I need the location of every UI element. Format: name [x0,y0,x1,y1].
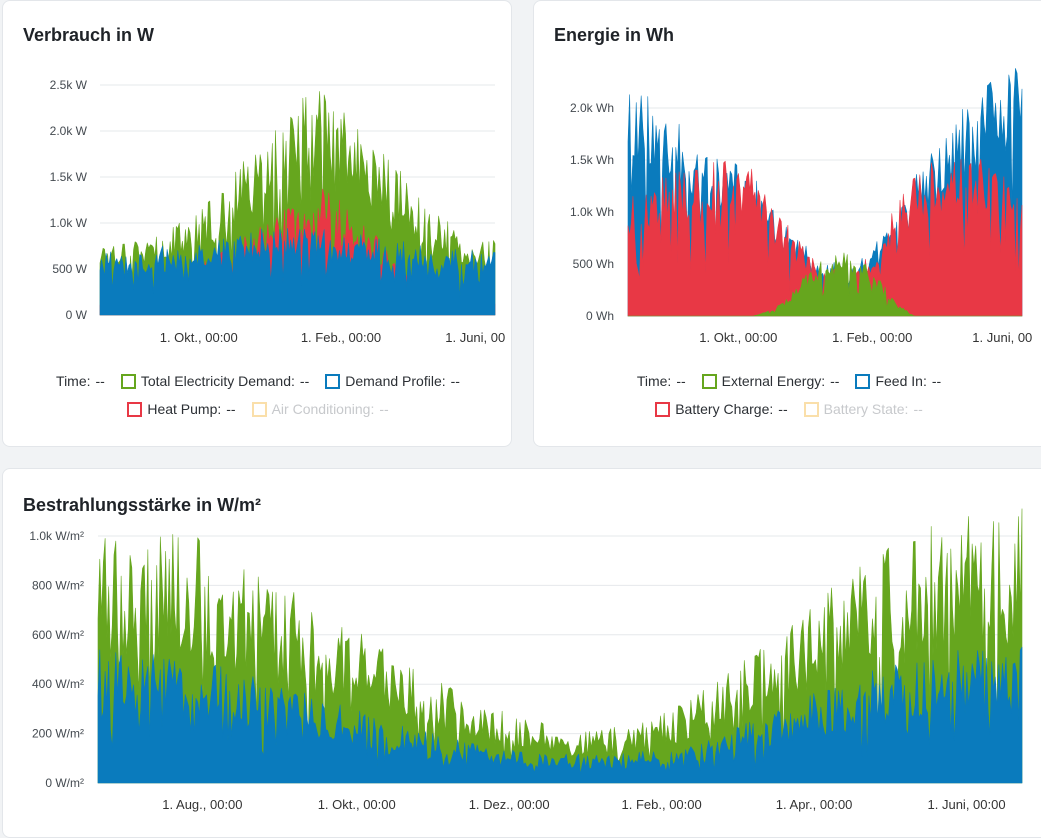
legend-value: -- [450,373,460,389]
legend-swatch-icon [655,401,671,417]
x-tick-label: 1. Feb., 00:00 [622,797,702,812]
irradiance-chart[interactable]: 0 W/m² 200 W/m² 400 W/m² 600 W/m² 800 W/m² 1.… [3,469,1041,826]
legend-item-battery-state[interactable]: Battery State: -- [803,401,923,417]
legend-label: Total Electricity Demand [140,373,292,389]
x-tick-label: 1. Juni, 00 [445,330,505,345]
legend-separator: : [922,373,927,389]
legend-label: Heat Pump [147,401,218,417]
legend-swatch-icon [120,373,136,389]
series-demand-profile[interactable] [99,228,496,316]
legend-swatch-icon [701,373,717,389]
legend-value: -- [913,401,923,417]
legend-value: -- [379,401,389,417]
energy-legend: Time: -- External Energy: -- Feed In: -- Batte… [559,373,1019,417]
x-tick-label: 1. Dez., 00:00 [469,797,550,812]
x-tick-label: 1. Aug., 00:00 [162,797,242,812]
irradiance-card: Bestrahlungsstärke in W/m² 0 W/m² 200 W/m… [2,468,1041,838]
series-direct[interactable] [97,646,1023,784]
y-tick-label: 2.0k Wh [570,101,614,115]
legend-value: -- [931,373,942,389]
legend-swatch-icon [855,373,871,389]
legend-label: External Energy [721,373,822,389]
legend-swatch-icon [251,401,267,417]
legend-item-external-energy[interactable]: External Energy: -- [701,373,840,389]
legend-item-time: Time: -- [56,373,105,389]
y-tick-label: 1.0k W [50,216,88,230]
y-tick-label: 400 W/m² [32,677,84,691]
legend-separator: : [291,373,295,389]
x-tick-label: 1. Feb., 00:00 [832,330,912,345]
energy-chart-title: Energie in Wh [554,25,675,45]
legend-label: Feed In [875,373,923,389]
y-tick-label: 200 W/m² [32,727,84,741]
y-tick-label: 500 W [52,262,87,276]
energy-chart[interactable]: 0 Wh 500 Wh 1.0k Wh 1.5k Wh 2.0k Wh 1. Okt., … [534,1,1041,345]
legend-item-air-conditioning[interactable]: Air Conditioning: -- [251,401,389,417]
legend-separator: : [904,401,909,417]
y-tick-label: 1.0k Wh [570,205,614,219]
legend-label: Time [56,373,87,389]
legend-item-battery-charge[interactable]: Battery Charge: -- [655,401,788,417]
legend-label: Battery State [823,401,905,417]
consumption-card: Verbrauch in W 0 W 500 W 1.0k W 1.5k W 2.0k … [2,0,512,447]
y-tick-label: 1.5k Wh [570,153,614,167]
legend-swatch-icon [325,373,341,389]
y-tick-label: 2.0k W [50,124,88,138]
y-tick-label: 0 W [66,308,88,322]
legend-value: -- [226,401,236,417]
legend-separator: : [86,373,91,389]
series-external-energy[interactable] [627,252,1023,317]
legend-value: -- [830,373,840,389]
legend-value: -- [299,373,310,389]
x-tick-label: 1. Juni, 00:00 [928,797,1006,812]
legend-swatch-icon [127,401,143,417]
series-global[interactable] [97,508,1023,784]
legend-separator: : [441,373,446,389]
y-tick-label: 2.5k W [50,78,88,92]
legend-separator: : [821,373,826,389]
legend-separator: : [769,401,774,417]
y-tick-label: 0 Wh [586,309,614,323]
energy-card: Energie in Wh 0 Wh 500 Wh 1.0k Wh 1.5k Wh 2.… [533,0,1041,447]
legend-label: Battery Charge [675,401,770,417]
x-tick-label: 1. Okt., 00:00 [699,330,777,345]
x-tick-label: 1. Feb., 00:00 [301,330,381,345]
y-tick-label: 1.0k W/m² [29,529,84,543]
legend-label: Air Conditioning [271,401,371,417]
x-tick-label: 1. Apr., 00:00 [776,797,853,812]
legend-swatch-icon [803,401,819,417]
y-tick-label: 800 W/m² [32,578,84,592]
legend-item-time: Time: -- [637,373,686,389]
consumption-chart-title: Verbrauch in W [23,25,155,45]
y-tick-label: 500 Wh [573,257,614,271]
legend-item-demand-profile[interactable]: Demand Profile: -- [325,373,460,389]
legend-value: -- [778,401,788,417]
x-tick-label: 1. Juni, 00 [972,330,1032,345]
legend-item-heat-pump[interactable]: Heat Pump: -- [127,401,236,417]
legend-value: -- [95,373,105,389]
legend-separator: : [667,373,672,389]
y-tick-label: 0 W/m² [45,776,84,790]
legend-item-total-electricity-demand[interactable]: Total Electricity Demand: -- [120,373,310,389]
legend-label: Time [636,373,668,389]
irradiance-chart-title: Bestrahlungsstärke in W/m² [23,495,262,515]
legend-label: Demand Profile [345,373,442,389]
legend-value: -- [676,373,686,389]
consumption-legend: Time: -- Total Electricity Demand: -- Demand… [28,373,488,417]
y-tick-label: 600 W/m² [32,628,84,642]
legend-separator: : [370,401,375,417]
x-tick-label: 1. Okt., 00:00 [318,797,396,812]
legend-separator: : [217,401,222,417]
y-tick-label: 1.5k W [50,170,88,184]
consumption-chart[interactable]: 0 W 500 W 1.0k W 1.5k W 2.0k W 2.5k W 1. Okt.,… [3,1,513,345]
legend-item-feed-in[interactable]: Feed In: -- [855,373,941,389]
x-tick-label: 1. Okt., 00:00 [160,330,238,345]
